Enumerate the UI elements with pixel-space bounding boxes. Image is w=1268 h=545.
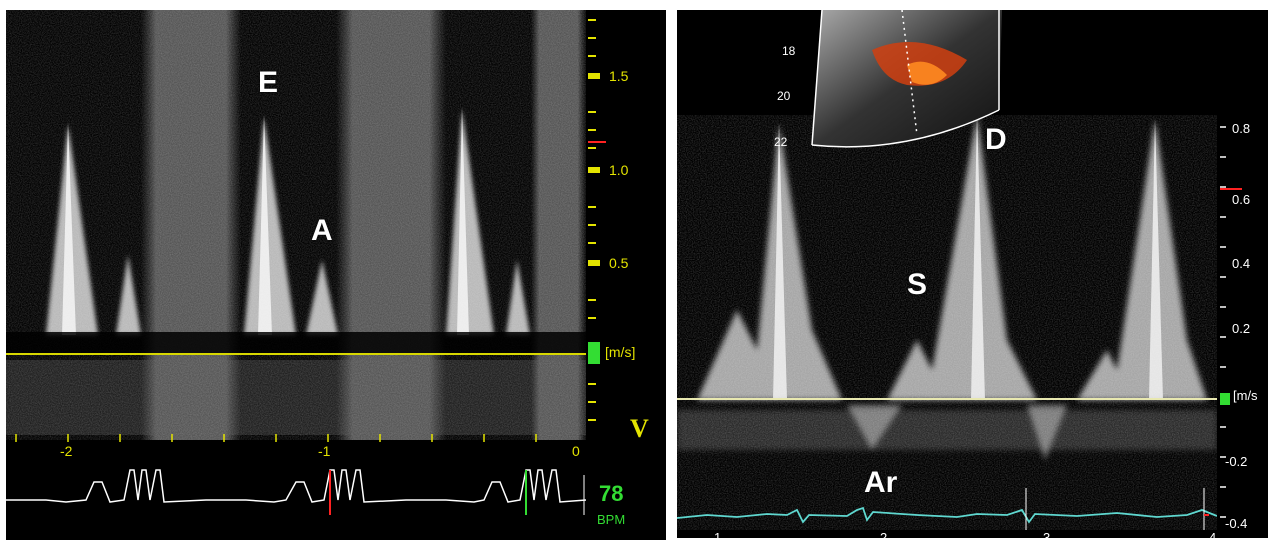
s-wave-label: S [907,268,928,301]
velocity-marker: V [630,414,649,443]
ecg-beat-number: 2 [880,530,888,538]
y-tick: 0.2 [1232,321,1251,336]
ecg-trace [6,469,586,515]
depth-tick: 22 [774,135,788,149]
depth-tick: 18 [782,44,796,58]
heart-rate-unit: BPM [597,512,626,527]
x-tick: -2 [60,443,73,459]
velocity-unit: [m/s [1233,388,1258,403]
y-tick: 0.8 [1232,121,1251,136]
a-wave-label: A [311,214,333,247]
time-axis [15,434,537,442]
mitral-doppler-spectrum [6,10,586,440]
d-wave-label: D [985,123,1007,156]
velocity-unit: [m/s] [605,344,636,360]
ar-wave-label: Ar [864,466,898,499]
y-tick: 0.6 [1232,192,1251,207]
ecg-beat-number: 4 [1209,530,1217,538]
color-doppler-inset [811,10,1002,148]
velocity-scale [1220,126,1242,518]
velocity-scale [588,19,606,421]
y-tick: -0.4 [1225,516,1248,531]
y-tick: 1.5 [609,68,629,84]
x-tick: 0 [572,443,580,459]
pulmonary-vein-doppler-panel: 0.8 0.6 0.4 0.2 [m/s -0.2 -0.4 18 20 22 … [677,10,1268,538]
depth-tick: 20 [777,89,791,103]
pulmonary-vein-spectrum [677,10,1217,530]
ecg-trace [677,506,1217,524]
y-tick: 1.0 [609,162,629,178]
y-tick: -0.2 [1225,454,1248,469]
e-wave-label: E [258,66,279,99]
y-tick: 0.5 [609,255,629,271]
ecg-beat-number: 1 [714,530,722,538]
y-tick: 0.4 [1232,256,1251,271]
x-tick: -1 [318,443,331,459]
mitral-doppler-panel: 1.5 1.0 0.5 [m/s] V E A -2 -1 0 78 BPM [6,10,666,540]
heart-rate-value: 78 [599,481,624,506]
baseline-marker [1220,393,1230,405]
baseline-marker [588,342,600,364]
ecg-beat-number: 3 [1043,530,1051,538]
